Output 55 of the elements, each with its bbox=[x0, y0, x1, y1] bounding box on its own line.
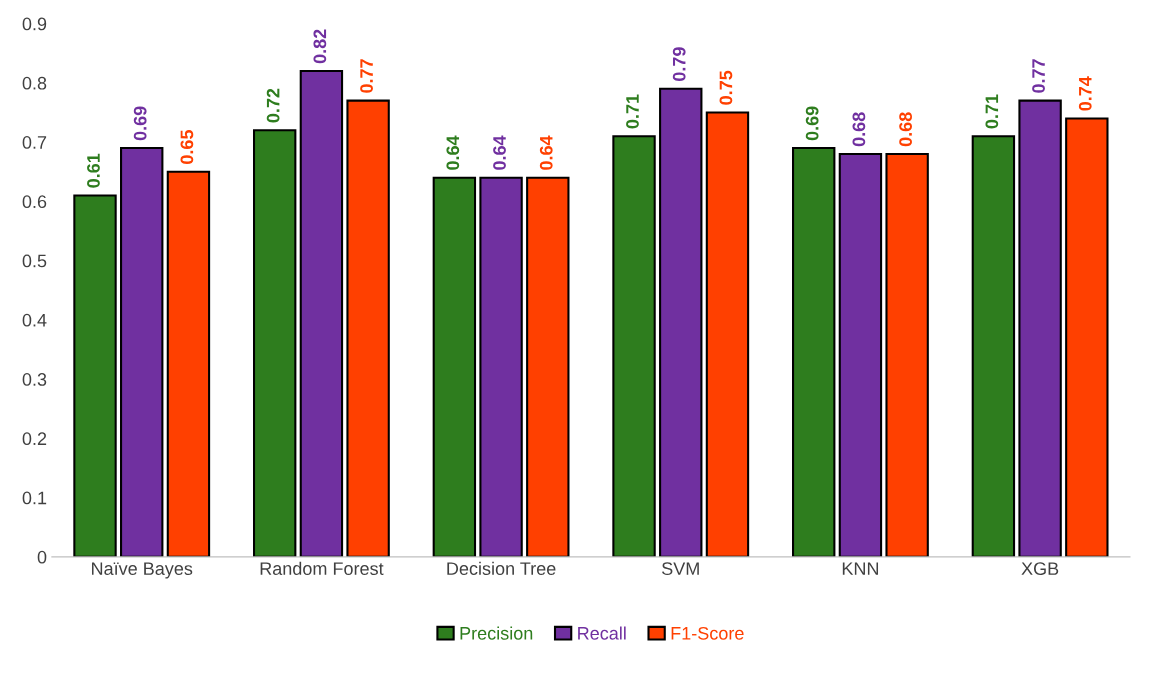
legend-label: Precision bbox=[460, 626, 533, 640]
x-tick-label: XGB bbox=[1021, 562, 1059, 575]
bar bbox=[73, 194, 117, 557]
bar bbox=[1065, 117, 1109, 557]
x-tick-label: Decision Tree bbox=[447, 561, 556, 575]
bar bbox=[479, 176, 523, 557]
bar bbox=[252, 129, 297, 557]
bar bbox=[792, 147, 836, 557]
bar bbox=[705, 111, 750, 557]
data-label: 0.75 bbox=[719, 70, 733, 105]
data-label: 0.61 bbox=[87, 153, 100, 188]
y-tick-label: 0.9 bbox=[22, 17, 47, 31]
bar bbox=[1018, 99, 1062, 557]
y-tick-label: 0.1 bbox=[22, 491, 47, 505]
data-label: 0.64 bbox=[493, 135, 506, 170]
x-tick-label: KNN bbox=[842, 562, 879, 575]
legend-label: Recall bbox=[578, 626, 626, 640]
data-label: 0.74 bbox=[1078, 76, 1092, 111]
bar bbox=[612, 135, 656, 557]
bar bbox=[432, 176, 477, 557]
data-label: 0.79 bbox=[672, 47, 686, 81]
bar bbox=[838, 152, 883, 557]
data-label: 0.64 bbox=[446, 135, 460, 170]
y-tick-label: 0.8 bbox=[22, 76, 47, 90]
data-label: 0.69 bbox=[133, 106, 147, 141]
bar bbox=[120, 147, 164, 557]
data-label: 0.64 bbox=[539, 135, 553, 170]
y-tick-label: 0.6 bbox=[22, 195, 47, 209]
x-tick-label: Naïve Bayes bbox=[92, 562, 193, 579]
y-tick-label: 0.7 bbox=[22, 136, 47, 149]
bar bbox=[885, 152, 929, 557]
data-label: 0.68 bbox=[899, 112, 912, 147]
y-tick-label: 0.3 bbox=[22, 373, 47, 386]
data-label: 0.82 bbox=[313, 29, 327, 64]
data-label: 0.71 bbox=[985, 94, 999, 129]
bar bbox=[166, 170, 211, 557]
data-label: 0.71 bbox=[626, 94, 639, 129]
legend-label: F1-Score bbox=[671, 626, 744, 640]
y-tick-label: 0.4 bbox=[22, 313, 47, 327]
data-label: 0.68 bbox=[852, 112, 866, 147]
data-label: 0.72 bbox=[266, 88, 280, 123]
y-tick-label: 0.2 bbox=[22, 432, 47, 446]
data-label: 0.77 bbox=[1032, 59, 1045, 93]
bar bbox=[346, 99, 390, 557]
data-label: 0.69 bbox=[805, 106, 819, 141]
y-tick-label: 0.5 bbox=[22, 254, 47, 268]
bar bbox=[299, 69, 344, 557]
bar bbox=[526, 176, 570, 557]
x-tick-label: SVM bbox=[662, 562, 699, 575]
data-label: 0.77 bbox=[360, 59, 373, 93]
x-tick-label: Random Forest bbox=[260, 561, 384, 575]
y-tick-label: 0 bbox=[37, 550, 47, 564]
bar bbox=[971, 135, 1016, 557]
data-label: 0.65 bbox=[180, 130, 194, 164]
bar bbox=[659, 87, 703, 557]
